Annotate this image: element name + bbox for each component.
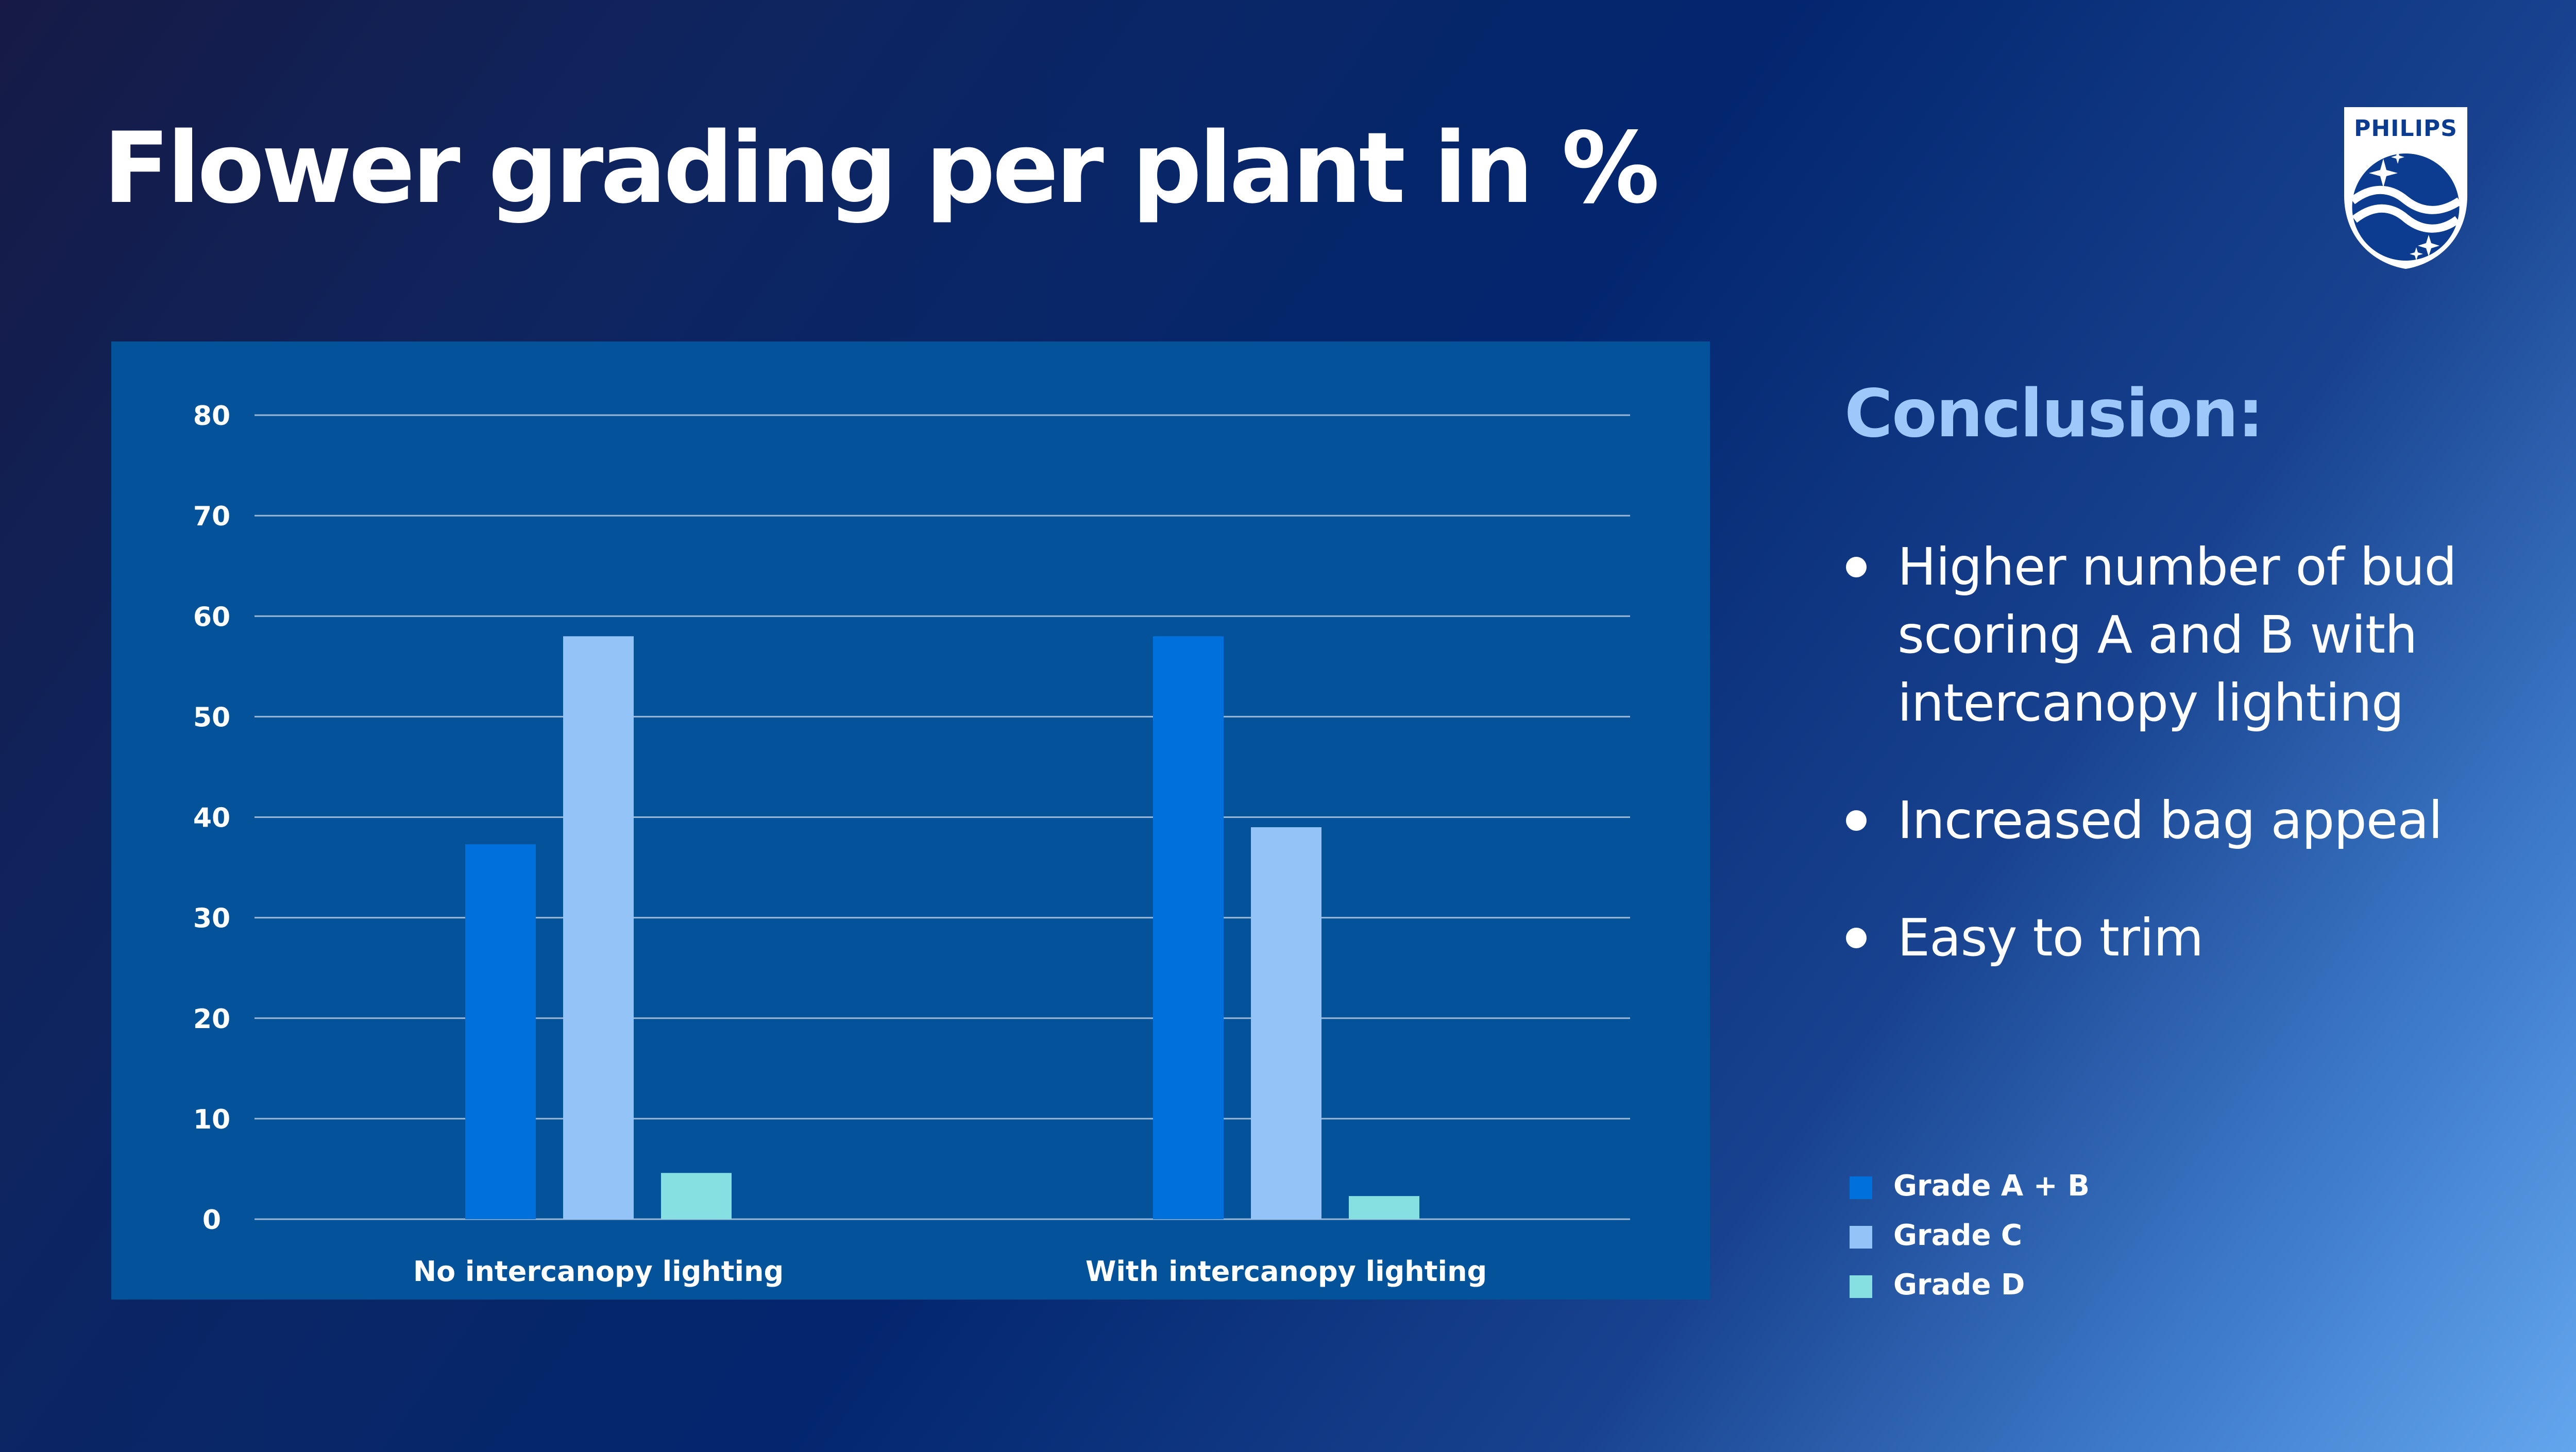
bar-grade-c	[1251, 827, 1321, 1219]
y-tick-label: 70	[193, 501, 230, 532]
legend-swatch-grade-ab	[1850, 1176, 1872, 1199]
y-tick-label: 20	[193, 1004, 230, 1035]
conclusion-bullet: Easy to trim	[1844, 904, 2545, 972]
chart-panel: 0 10 20 30 40 50 60 70 80 No intercanopy lighting…	[111, 341, 1710, 1300]
legend-label-grade-c: Grade C	[1893, 1219, 2023, 1252]
x-category-label: With intercanopy lighting	[1086, 1255, 1487, 1288]
y-tick-label: 50	[193, 702, 230, 733]
bar-grade-a-b	[465, 844, 536, 1219]
y-tick-label: 10	[193, 1104, 230, 1135]
bar-grade-a-b	[1153, 636, 1224, 1219]
legend-swatch-grade-d	[1850, 1275, 1872, 1298]
conclusion-bullet: Increased bag appeal	[1844, 787, 2545, 855]
y-tick-label: 30	[193, 903, 230, 934]
legend-label-grade-ab: Grade A + B	[1893, 1169, 2090, 1203]
slide-title: Flower grading per plant in %	[103, 111, 1659, 225]
legend-label-grade-d: Grade D	[1893, 1268, 2025, 1302]
legend-swatch-grade-c	[1850, 1226, 1872, 1249]
bar-grade-d	[1349, 1196, 1419, 1219]
conclusion-list: Higher number of bud scoring A and B wit…	[1844, 533, 2545, 1021]
philips-shield-logo: PHILIPS	[2344, 107, 2467, 269]
y-tick-label: 0	[202, 1205, 221, 1236]
bar-grade-d	[661, 1173, 732, 1219]
y-tick-label: 80	[193, 401, 230, 432]
conclusion-bullet: Higher number of bud scoring A and B wit…	[1844, 533, 2545, 737]
y-tick-label: 60	[193, 602, 230, 633]
y-tick-label: 40	[193, 803, 230, 834]
bar-grade-c	[563, 636, 634, 1219]
bar-chart: 0 10 20 30 40 50 60 70 80 No intercanopy lighting…	[193, 401, 1630, 1288]
brand-wordmark: PHILIPS	[2354, 115, 2458, 142]
conclusion-heading: Conclusion:	[1844, 375, 2264, 452]
x-category-label: No intercanopy lighting	[413, 1255, 784, 1288]
